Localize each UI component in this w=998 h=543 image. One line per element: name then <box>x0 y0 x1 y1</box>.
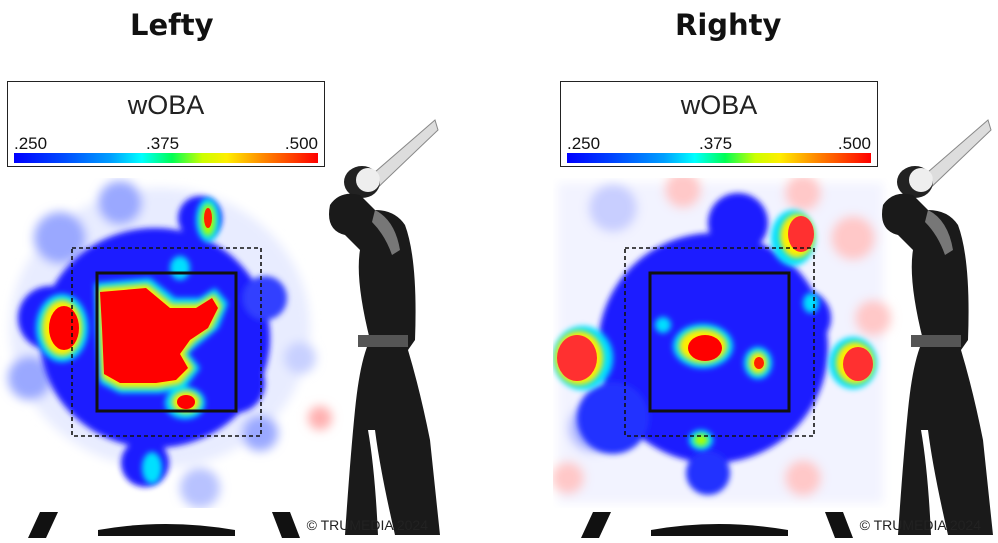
batter-silhouette <box>329 119 440 535</box>
chart-title: Lefty <box>130 8 214 42</box>
strike-zone <box>648 271 791 413</box>
copyright-credit: © TRUMEDIA 2024 <box>859 517 981 533</box>
legend-color-bar <box>14 153 318 163</box>
hot-region <box>49 208 218 409</box>
color-legend: wOBA .250 .375 .500 <box>7 81 325 167</box>
legend-tick-high: .500 <box>284 134 318 153</box>
legend-metric: wOBA <box>680 90 758 120</box>
legend-tick-mid: .375 <box>699 134 733 153</box>
chart-title: Righty <box>675 8 782 42</box>
panel-righty: Righty <box>553 0 993 543</box>
heatmap-plot <box>553 178 891 503</box>
panel-lefty: Lefty <box>0 0 440 543</box>
legend-tick-low: .250 <box>567 134 601 153</box>
strike-zone <box>95 271 238 413</box>
legend-color-bar <box>567 153 871 163</box>
legend-tick-high: .500 <box>837 134 871 153</box>
batter-silhouette <box>882 119 993 535</box>
home-plate-area <box>28 512 300 538</box>
home-plate-area <box>581 512 853 538</box>
legend-tick-low: .250 <box>14 134 48 153</box>
legend-metric: wOBA <box>127 90 205 120</box>
copyright-credit: © TRUMEDIA 2024 <box>306 517 428 533</box>
shadow-zone <box>71 247 262 437</box>
hot-region <box>557 216 873 381</box>
color-legend: wOBA .250 .375 .500 <box>560 81 878 167</box>
legend-tick-mid: .375 <box>146 134 180 153</box>
shadow-zone <box>624 247 815 437</box>
heatmap-plot <box>8 181 332 508</box>
